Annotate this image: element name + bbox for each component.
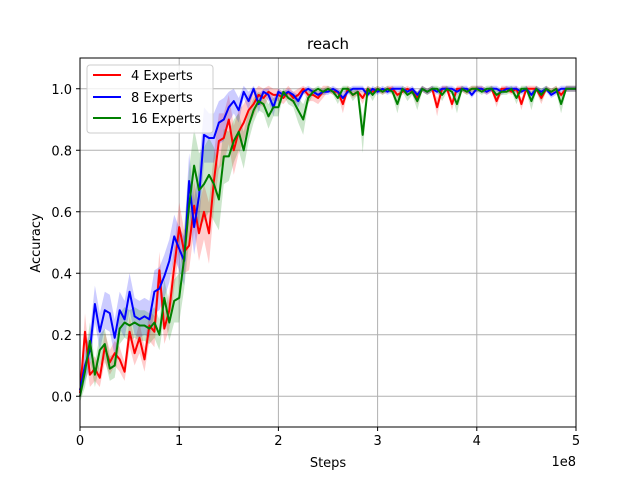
y-tick-label: 0.6: [51, 206, 72, 221]
band-16-experts: [80, 85, 576, 403]
legend-label-8-experts: 8 Experts: [131, 91, 193, 106]
y-tick-label: 0.2: [51, 329, 72, 344]
line-16-experts: [79, 87, 576, 397]
y-tick-label: 0.8: [51, 144, 72, 159]
x-axis-offset-label: 1e8: [551, 455, 576, 470]
x-axis-label: Steps: [310, 456, 347, 471]
x-tick-label: 1: [175, 434, 183, 449]
band-8-experts: [80, 85, 576, 400]
y-tick-label: 0.4: [51, 267, 72, 282]
legend-label-4-experts: 4 Experts: [131, 69, 193, 84]
x-tick-label: 3: [373, 434, 381, 449]
line-8-experts: [79, 87, 576, 391]
band-4-experts: [80, 85, 576, 403]
chart-title: reach: [307, 35, 349, 53]
y-tick-label: 0.0: [51, 390, 72, 405]
x-tick-label: 2: [274, 434, 282, 449]
x-tick-label: 4: [473, 434, 481, 449]
series-lines: [79, 87, 576, 397]
confidence-bands: [80, 85, 576, 403]
x-tick-label: 5: [572, 434, 580, 449]
legend-label-16-experts: 16 Experts: [131, 112, 201, 127]
axis-ticks: 0 1 2 3 4 5 0.0 0.2 0.4 0.6 0.8 1.0: [51, 83, 580, 449]
legend: 4 Experts 8 Experts 16 Experts: [86, 64, 214, 134]
y-tick-label: 1.0: [51, 83, 72, 98]
x-tick-label: 0: [76, 434, 84, 449]
plot-frame: [79, 57, 577, 428]
legend-box: [86, 64, 214, 134]
y-axis-label: Accuracy: [29, 213, 44, 273]
